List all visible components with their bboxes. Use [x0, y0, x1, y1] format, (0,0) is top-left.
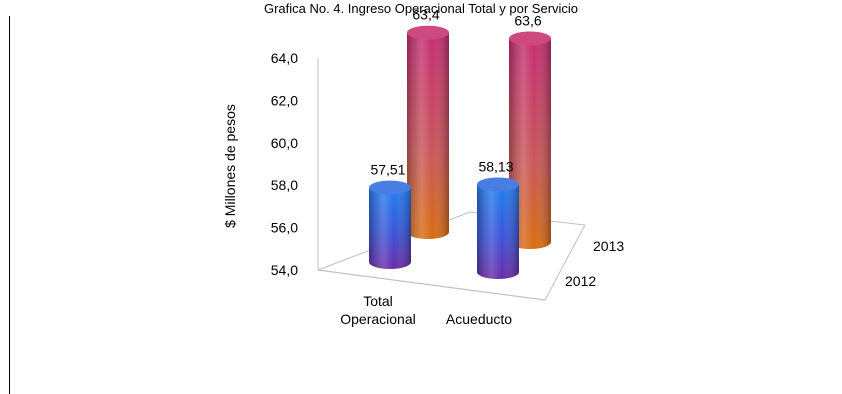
data-label: 57,51 [370, 162, 405, 178]
bar-top [509, 31, 551, 46]
bar-top-highlight [369, 180, 411, 195]
bar-top-highlight [509, 31, 551, 46]
y-tick-label: 58,0 [271, 177, 298, 193]
bar-top-highlight [407, 25, 449, 40]
chart-title: Grafica No. 4. Ingreso Operacional Total… [264, 1, 578, 16]
bar-body-shade [369, 187, 411, 269]
x-axis-line [317, 269, 546, 301]
bar-top [407, 25, 449, 40]
x-category-label: Acueducto [446, 311, 512, 327]
bar-cylinder [369, 180, 411, 269]
bar-top [477, 177, 519, 192]
bar-body-shade [407, 32, 449, 239]
y-tick-label: 64,0 [271, 50, 298, 66]
depth-label: 2013 [593, 238, 624, 254]
labels: Total Operacional Acueducto 2012 2013 63,4 63,… [340, 7, 624, 327]
depth-label: 2012 [565, 273, 596, 289]
axes: 54,0 56,0 58,0 60,0 62,0 64,0 [271, 50, 586, 301]
y-tick-label: 54,0 [271, 262, 298, 278]
bars [369, 25, 551, 279]
data-label: 58,13 [478, 158, 513, 174]
x-category-label: Total Operacional [340, 293, 416, 327]
y-axis-label: $ Millones de pesos [222, 104, 238, 228]
y-tick-label: 60,0 [271, 135, 298, 151]
bar-cylinder [407, 25, 449, 239]
bar-cylinder [477, 177, 519, 279]
data-label: 63,4 [412, 7, 439, 23]
y-tick-label: 56,0 [271, 220, 298, 236]
bar-body-shade [477, 184, 519, 279]
bar-cylinder [509, 31, 551, 250]
y-tick-label: 62,0 [271, 92, 298, 108]
bar-top [369, 180, 411, 195]
bar-top-highlight [477, 177, 519, 192]
data-label: 63,6 [514, 12, 541, 28]
bar-body-shade [509, 38, 551, 250]
